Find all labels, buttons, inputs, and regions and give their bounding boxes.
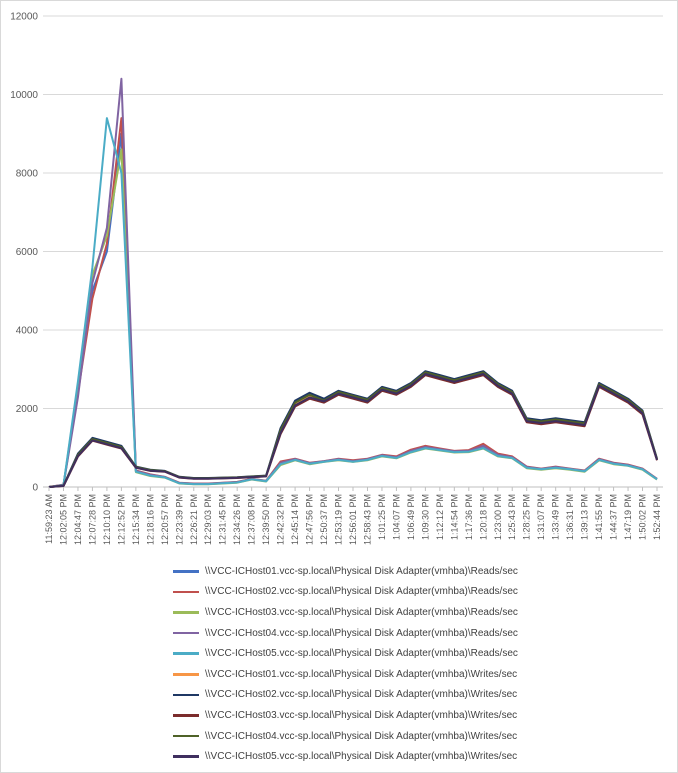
legend-label: \\VCC-ICHost04.vcc-sp.local\Physical Dis… <box>205 730 518 742</box>
legend-swatch <box>173 673 199 676</box>
x-tick-label: 12:10:10 PM <box>102 494 112 545</box>
series-line-4 <box>48 77 658 488</box>
y-tick-label: 2000 <box>16 404 39 415</box>
legend-swatch <box>173 714 199 717</box>
x-tick-label: 12:23:39 PM <box>174 494 184 545</box>
x-tick-label: 12:37:08 PM <box>247 494 257 545</box>
legend-label: \\VCC-ICHost01.vcc-sp.local\Physical Dis… <box>205 668 518 680</box>
legend-item: \\VCC-ICHost01.vcc-sp.local\Physical Dis… <box>173 664 653 685</box>
x-tick-label: 12:20:57 PM <box>160 494 170 545</box>
x-tick-label: 12:12:52 PM <box>116 494 126 545</box>
y-tick-label: 8000 <box>16 169 39 180</box>
x-tick-label: 12:34:26 PM <box>232 494 242 545</box>
x-tick-label: 1:09:30 PM <box>420 494 430 540</box>
x-tick-label: 12:56:01 PM <box>348 494 358 545</box>
legend-swatch <box>173 611 199 614</box>
series-line-1 <box>48 132 658 488</box>
x-tick-label: 11:59:23 AM <box>44 494 54 544</box>
legend-label: \\VCC-ICHost01.vcc-sp.local\Physical Dis… <box>205 565 518 577</box>
legend-item: \\VCC-ICHost01.vcc-sp.local\Physical Dis… <box>173 561 653 582</box>
x-tick-label: 1:23:00 PM <box>493 494 503 540</box>
x-tick-label: 1:33:49 PM <box>551 494 561 540</box>
x-tick-label: 12:45:14 PM <box>290 494 300 545</box>
legend-swatch <box>173 570 199 573</box>
legend-swatch <box>173 652 199 655</box>
x-tick-label: 12:29:03 PM <box>203 494 213 545</box>
x-tick-label: 1:25:43 PM <box>507 494 517 540</box>
legend: \\VCC-ICHost01.vcc-sp.local\Physical Dis… <box>173 561 653 767</box>
x-tick-label: 12:50:37 PM <box>319 494 329 545</box>
x-tick-label: 12:04:47 PM <box>73 494 83 545</box>
x-tick-label: 1:12:12 PM <box>435 494 445 540</box>
series-line-3 <box>48 148 658 488</box>
legend-swatch <box>173 755 199 758</box>
x-tick-label: 1:04:07 PM <box>391 494 401 540</box>
x-tick-label: 1:06:49 PM <box>406 494 416 540</box>
x-tick-label: 12:02:05 PM <box>58 494 68 545</box>
x-tick-label: 1:28:25 PM <box>522 494 532 540</box>
legend-swatch <box>173 734 199 738</box>
legend-label: \\VCC-ICHost05.vcc-sp.local\Physical Dis… <box>205 751 518 763</box>
legend-item: \\VCC-ICHost05.vcc-sp.local\Physical Dis… <box>173 746 653 767</box>
series-line-5 <box>48 117 658 488</box>
x-tick-label: 1:36:31 PM <box>565 494 575 540</box>
x-tick-label: 1:17:36 PM <box>464 494 474 540</box>
series-lines <box>48 77 658 488</box>
x-tick-label: 12:39:50 PM <box>261 494 271 545</box>
x-tick-label: 1:52:44 PM <box>652 494 662 540</box>
x-tick-label: 1:47:19 PM <box>623 494 633 540</box>
legend-item: \\VCC-ICHost05.vcc-sp.local\Physical Dis… <box>173 643 653 664</box>
x-tick-label: 12:31:45 PM <box>218 494 228 545</box>
legend-item: \\VCC-ICHost04.vcc-sp.local\Physical Dis… <box>173 726 653 747</box>
legend-label: \\VCC-ICHost02.vcc-sp.local\Physical Dis… <box>205 586 518 598</box>
x-tick-label: 1:31:07 PM <box>536 494 546 540</box>
y-tick-label: 6000 <box>16 247 39 258</box>
x-tick-label: 1:50:02 PM <box>638 494 648 540</box>
legend-swatch <box>173 693 199 697</box>
legend-item: \\VCC-ICHost02.vcc-sp.local\Physical Dis… <box>173 685 653 706</box>
y-tick-label: 10000 <box>10 90 38 101</box>
legend-item: \\VCC-ICHost03.vcc-sp.local\Physical Dis… <box>173 602 653 623</box>
legend-item: \\VCC-ICHost04.vcc-sp.local\Physical Dis… <box>173 623 653 644</box>
legend-item: \\VCC-ICHost02.vcc-sp.local\Physical Dis… <box>173 582 653 603</box>
x-tick-label: 12:42:32 PM <box>276 494 286 545</box>
y-tick-label: 12000 <box>10 12 38 23</box>
x-tick-label: 12:07:28 PM <box>87 494 97 545</box>
x-tick-label: 12:15:34 PM <box>131 494 141 545</box>
legend-label: \\VCC-ICHost05.vcc-sp.local\Physical Dis… <box>205 648 518 660</box>
x-tick-label: 12:26:21 PM <box>189 494 199 545</box>
gridlines <box>43 15 663 488</box>
x-tick-label: 12:53:19 PM <box>334 494 344 545</box>
x-tick-label: 12:47:56 PM <box>305 494 315 545</box>
legend-label: \\VCC-ICHost02.vcc-sp.local\Physical Dis… <box>205 689 518 701</box>
y-tick-label: 4000 <box>16 326 39 337</box>
legend-label: \\VCC-ICHost03.vcc-sp.local\Physical Dis… <box>205 606 518 618</box>
legend-swatch <box>173 590 199 594</box>
x-axis: 11:59:23 AM 12:02:05 PM 12:04:47 PM 12:07:2… <box>44 487 662 545</box>
legend-item: \\VCC-ICHost03.vcc-sp.local\Physical Dis… <box>173 705 653 726</box>
x-tick-label: 1:44:37 PM <box>609 494 619 540</box>
legend-label: \\VCC-ICHost04.vcc-sp.local\Physical Dis… <box>205 627 518 639</box>
series-line-10 <box>48 373 658 488</box>
x-tick-label: 1:20:18 PM <box>478 494 488 540</box>
y-tick-label: 0 <box>32 483 38 494</box>
x-tick-label: 12:58:43 PM <box>362 494 372 545</box>
legend-swatch <box>173 631 199 635</box>
x-tick-label: 12:18:16 PM <box>145 494 155 545</box>
x-tick-label: 1:14:54 PM <box>449 494 459 540</box>
y-axis: 0 2000 4000 6000 8000 10000 12000 <box>10 12 38 494</box>
x-tick-label: 1:39:13 PM <box>580 494 590 540</box>
x-tick-label: 1:41:55 PM <box>594 494 604 540</box>
legend-label: \\VCC-ICHost03.vcc-sp.local\Physical Dis… <box>205 709 518 721</box>
x-tick-label: 1:01:25 PM <box>377 494 387 540</box>
